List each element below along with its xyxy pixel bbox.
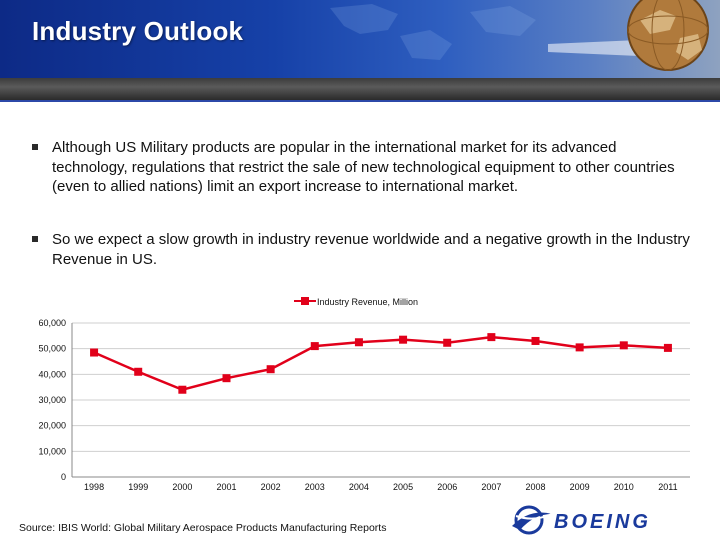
data-point-marker (487, 333, 496, 342)
x-tick-label: 2001 (216, 482, 236, 492)
bullet-text: Although US Military products are popula… (52, 139, 675, 195)
data-point-marker (310, 342, 319, 351)
y-tick-label: 10,000 (38, 446, 66, 456)
header-decoration (330, 0, 709, 71)
globe-icon (627, 0, 709, 71)
y-tick-label: 0 (61, 472, 66, 482)
boeing-logo-icon (512, 505, 553, 535)
data-point-marker (266, 365, 275, 374)
x-tick-label: 2011 (658, 482, 677, 492)
x-tick-label: 1999 (128, 482, 148, 492)
x-tick-label: 2008 (525, 482, 545, 492)
x-tick-label: 1998 (84, 482, 104, 492)
data-point-marker (134, 367, 143, 376)
slide-header: Industry Outlook (0, 0, 720, 78)
bullet-square-icon (32, 144, 38, 150)
y-tick-label: 50,000 (38, 344, 66, 354)
y-tick-label: 40,000 (38, 369, 66, 379)
x-tick-label: 2002 (261, 482, 281, 492)
data-point-marker (399, 335, 408, 344)
data-point-marker (443, 338, 452, 347)
boeing-wordmark: BOEING (554, 511, 651, 533)
boeing-logo: BOEING (512, 505, 651, 535)
x-tick-label: 2006 (437, 482, 457, 492)
data-point-marker (663, 343, 672, 352)
bullet-item: Although US Military products are popula… (32, 138, 692, 197)
slide-title: Industry Outlook (32, 16, 244, 46)
source-note: Source: IBIS World: Global Military Aero… (19, 522, 387, 534)
bullet-square-icon (32, 236, 38, 242)
data-point-marker (354, 338, 363, 347)
legend-label: Industry Revenue, Million (317, 297, 418, 307)
world-map-art (330, 4, 536, 60)
x-tick-label: 2004 (349, 482, 369, 492)
y-tick-label: 30,000 (38, 395, 66, 405)
x-tick-label: 2000 (172, 482, 192, 492)
x-tick-label: 2003 (305, 482, 325, 492)
data-point-marker (222, 374, 231, 383)
revenue-line-chart: Industry Revenue, Million 60,000 50,000 40… (38, 297, 690, 492)
x-tick-label: 2005 (393, 482, 413, 492)
legend-marker-swatch (301, 297, 309, 305)
airplane-icon (548, 32, 700, 64)
chart-legend: Industry Revenue, Million (294, 297, 418, 307)
bullet-item: So we expect a slow growth in industry r… (32, 230, 692, 269)
x-tick-label: 2007 (481, 482, 501, 492)
y-tick-label: 20,000 (38, 421, 66, 431)
x-tick-label: 2010 (614, 482, 634, 492)
data-point-marker (575, 343, 584, 352)
data-point-marker (619, 341, 628, 350)
data-point-marker (531, 336, 540, 345)
header-band (0, 78, 720, 100)
series-line (93, 335, 669, 392)
data-point-marker (90, 348, 99, 357)
x-tick-label: 2009 (570, 482, 590, 492)
bullet-text: So we expect a slow growth in industry r… (52, 231, 690, 268)
data-point-marker (178, 385, 187, 394)
header-divider (0, 100, 720, 102)
y-tick-label: 60,000 (38, 318, 66, 328)
